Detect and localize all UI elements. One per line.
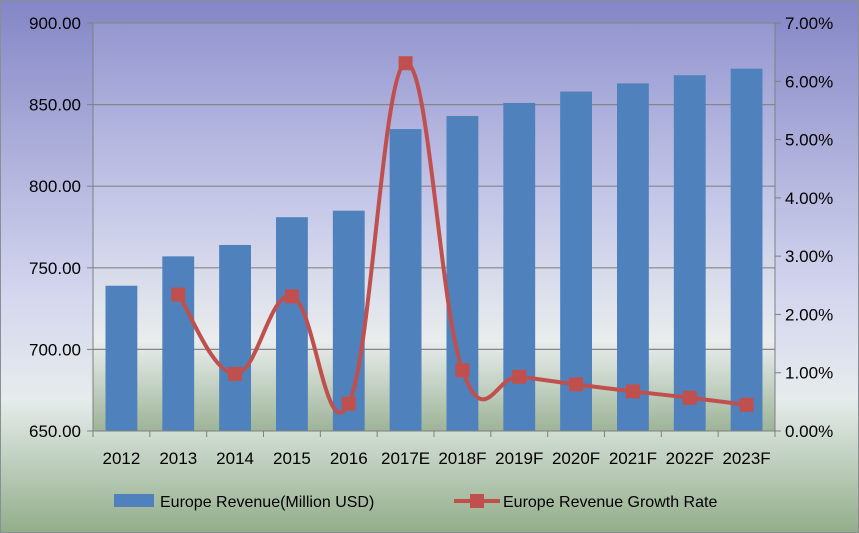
y-tick-label-right: 4.00% [785, 189, 833, 208]
x-tick-label: 2013 [159, 449, 197, 468]
bar-2016 [332, 210, 365, 431]
bar-2020F [560, 91, 592, 431]
growth-marker-2018F [455, 363, 470, 378]
bar-2012 [105, 285, 138, 431]
bar-2022F [673, 75, 706, 431]
bar-series [105, 68, 763, 432]
bar-2013 [162, 256, 195, 431]
y-tick-label-right: 0.00% [785, 422, 833, 441]
bar-2018F [446, 116, 479, 432]
x-tick-label: 2017E [381, 449, 430, 468]
plot-area [93, 23, 775, 431]
growth-marker-2023F [739, 397, 754, 412]
x-tick-label: 2019F [495, 449, 543, 468]
y-tick-label-left: 800.00 [29, 177, 81, 196]
growth-marker-2014 [228, 366, 243, 381]
growth-marker-2020F [569, 377, 584, 392]
y-tick-label-right: 1.00% [785, 364, 833, 383]
x-tick-label: 2015 [273, 449, 311, 468]
bar-2015 [276, 217, 308, 431]
y-tick-label-right: 6.00% [785, 72, 833, 91]
y-tick-label-left: 900.00 [29, 14, 81, 33]
y-tick-label-right: 7.00% [785, 14, 833, 33]
y-tick-label-left: 750.00 [29, 259, 81, 278]
bar-2017E [389, 129, 422, 431]
x-tick-label: 2014 [216, 449, 254, 468]
y-tick-label-left: 700.00 [29, 340, 81, 359]
axes [92, 23, 776, 432]
legend: Europe Revenue(Million USD) Europe Reven… [114, 494, 717, 511]
x-tick-label: 2018F [438, 449, 486, 468]
y-tick-label-left: 850.00 [29, 96, 81, 115]
legend-marker-growth [470, 494, 484, 508]
growth-marker-2015 [284, 289, 299, 304]
y-tick-label-right: 2.00% [785, 305, 833, 324]
growth-marker-2021F [625, 384, 640, 399]
bar-2023F [730, 68, 763, 432]
legend-swatch-revenue [114, 494, 154, 507]
growth-marker-2017E [398, 56, 413, 71]
x-tick-label: 2022F [666, 449, 714, 468]
growth-marker-2016 [341, 396, 356, 411]
growth-marker-2019F [512, 369, 527, 384]
growth-marker-2013 [171, 287, 186, 302]
y-tick-label-left: 650.00 [29, 422, 81, 441]
y-tick-label-right: 5.00% [785, 131, 833, 150]
bar-2014 [219, 244, 251, 431]
y-tick-label-right: 3.00% [785, 247, 833, 266]
legend-label-revenue: Europe Revenue(Million USD) [160, 494, 374, 511]
x-tick-label: 2012 [103, 449, 141, 468]
line-series [171, 56, 754, 415]
x-tick-label: 2016 [330, 449, 368, 468]
x-tick-label: 2023F [722, 449, 770, 468]
growth-marker-2022F [682, 390, 697, 405]
tick-labels: 650.00 700.00 750.00 800.00 850.00 900.00 0.00… [29, 14, 833, 468]
x-tick-label: 2021F [609, 449, 657, 468]
growth-rate-line [176, 61, 747, 415]
x-tick-label: 2020F [552, 449, 600, 468]
legend-label-growth: Europe Revenue Growth Rate [503, 494, 717, 511]
bar-2021F [617, 83, 649, 431]
